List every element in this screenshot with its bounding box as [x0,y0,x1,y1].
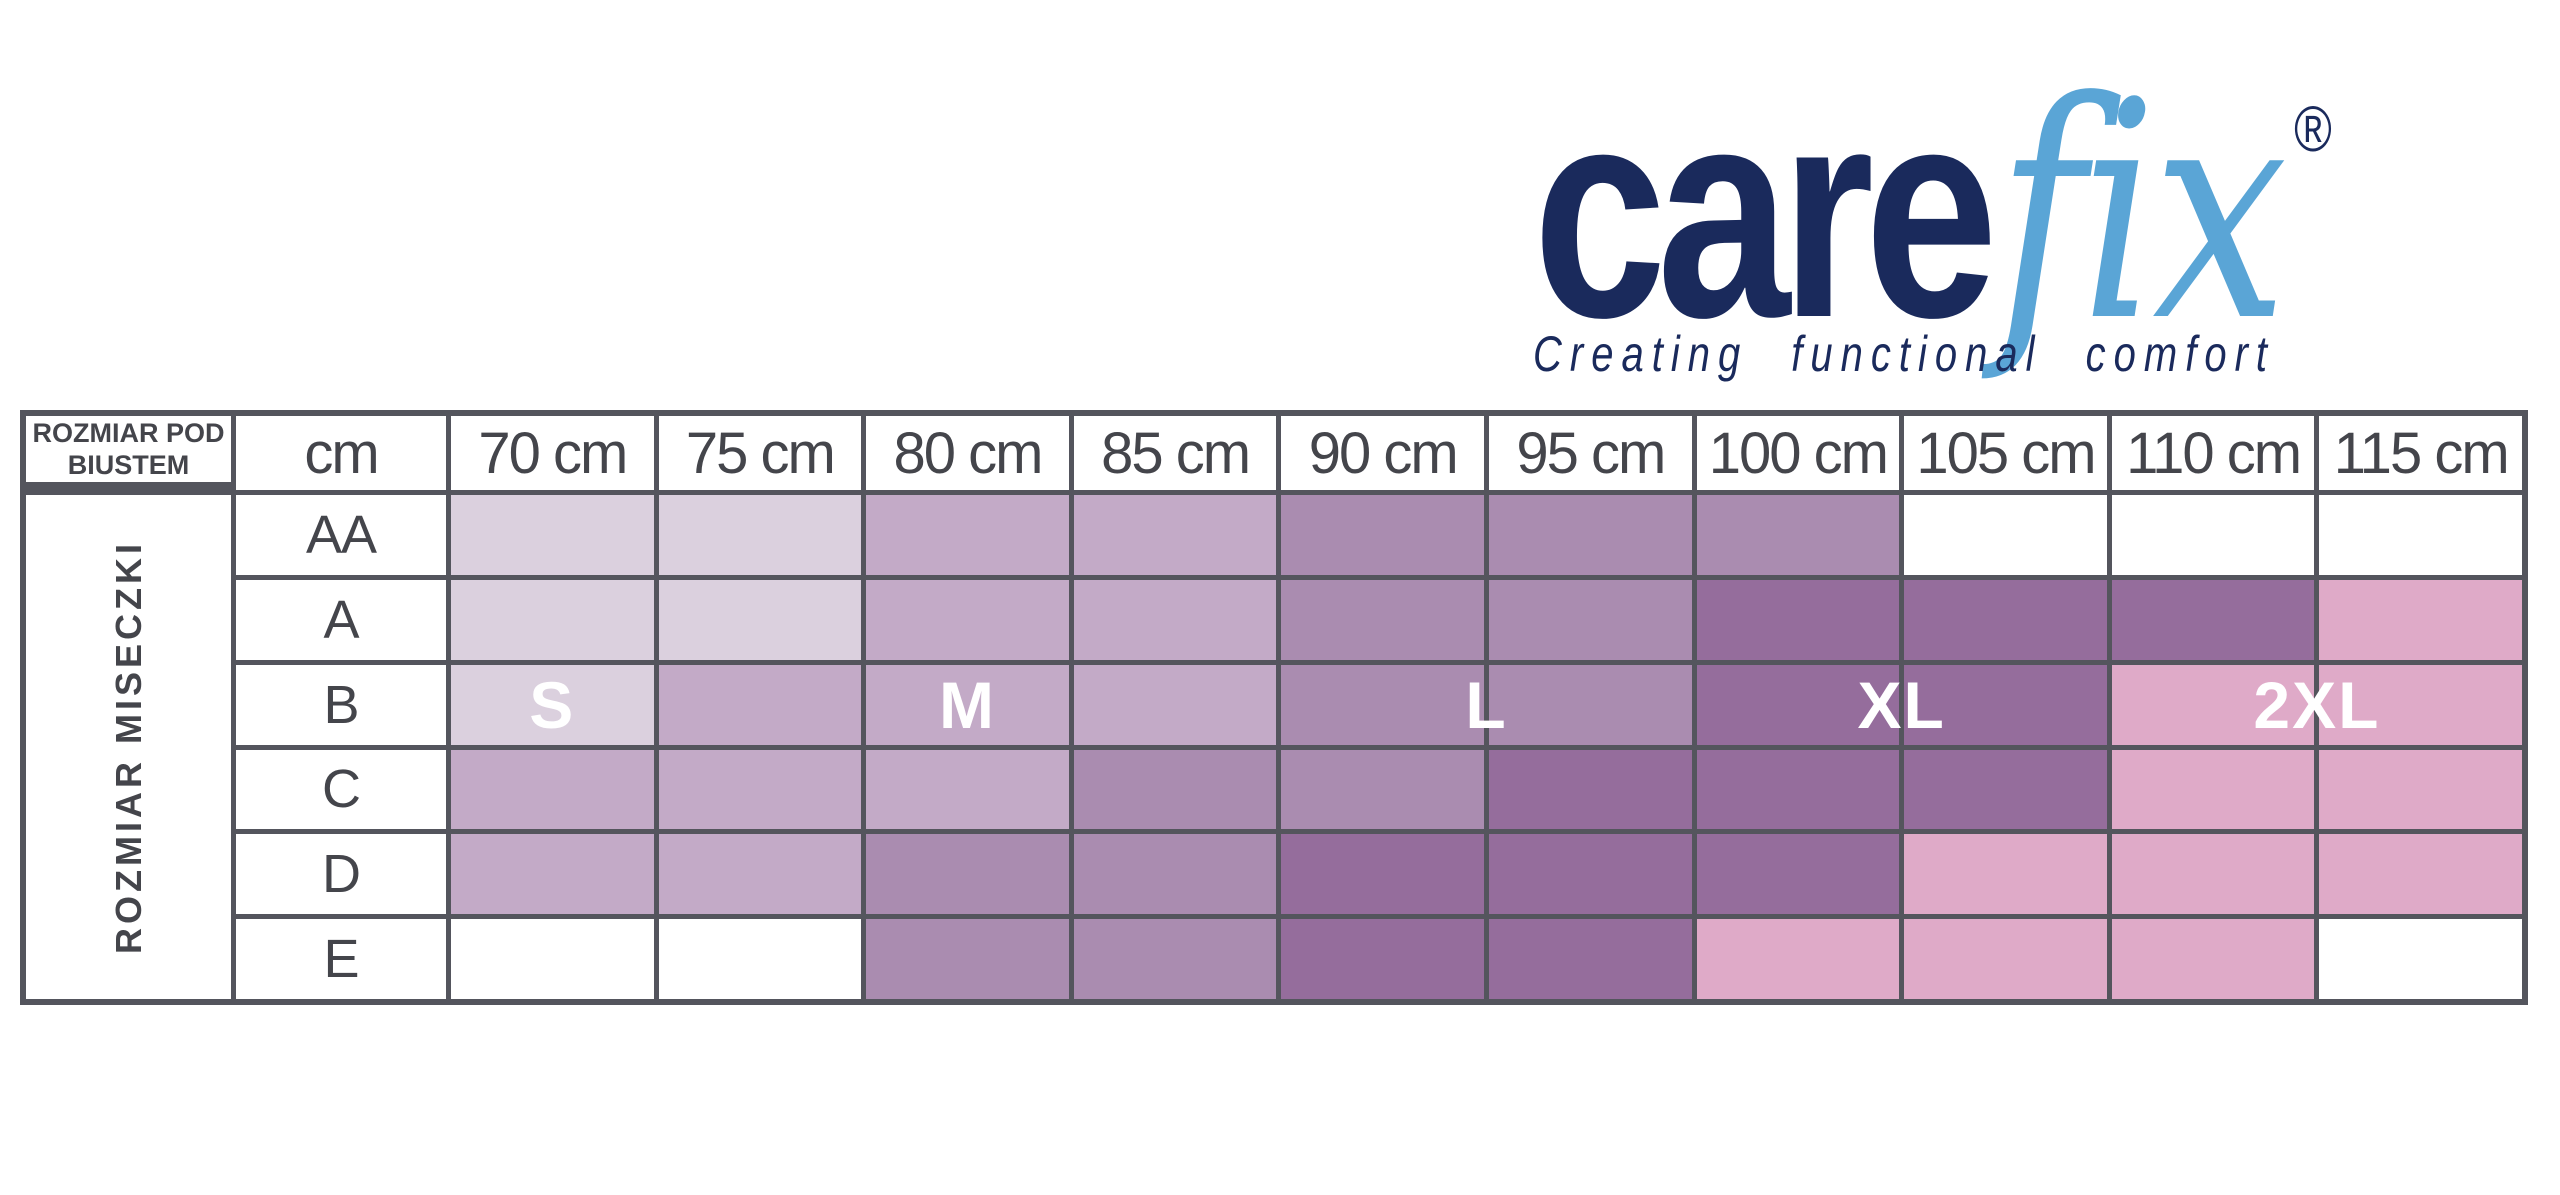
size-cell-B-70-cm [451,664,654,745]
size-cell-C-100-cm [1696,749,1900,830]
brand-tagline: Creating functional comfort [1533,326,2276,382]
size-cell-E-70-cm [451,919,654,999]
size-cell-E-95-cm [1489,919,1692,999]
size-cell-B-80-cm [866,664,1069,745]
size-cell-AA-110-cm [2111,495,2315,575]
col-header-70-cm: 70 cm [451,416,654,490]
size-cell-AA-95-cm [1489,495,1692,575]
corner-header-line-2: BIUSTEM [67,450,190,480]
size-cell-D-110-cm [2111,834,2315,915]
row-axis-label-cell: ROZMIAR MISECZKI [26,495,231,999]
size-cell-B-95-cm [1489,664,1692,745]
size-cell-AA-105-cm [1904,495,2107,575]
size-cell-A-100-cm [1696,579,1900,660]
size-cell-E-90-cm [1281,919,1484,999]
corner-header-line-1: ROZMIAR POD [32,417,225,448]
size-cell-B-85-cm [1073,664,1277,745]
corner-header: ROZMIAR POD BIUSTEM [26,416,231,490]
unit-header: cm [236,416,446,490]
size-cell-AA-90-cm [1281,495,1484,575]
size-cell-B-75-cm [658,664,862,745]
col-header-95-cm: 95 cm [1489,416,1692,490]
size-cell-E-115-cm [2319,919,2522,999]
size-cell-AA-115-cm [2319,495,2522,575]
size-cell-A-75-cm [658,579,862,660]
size-cell-B-115-cm [2319,664,2522,745]
row-header-C: C [236,749,446,830]
size-cell-C-95-cm [1489,749,1692,830]
col-header-90-cm: 90 cm [1281,416,1484,490]
size-cell-AA-70-cm [451,495,654,575]
size-cell-B-90-cm [1281,664,1484,745]
size-cell-C-80-cm [866,749,1069,830]
logo-care-text: care [1533,44,1998,380]
brand-logo-wordmark: carefix ® [1533,62,2332,363]
size-cell-D-80-cm [866,834,1069,915]
size-cell-B-110-cm [2111,664,2315,745]
row-axis-label: ROZMIAR MISECZKI [107,540,149,954]
size-cell-C-70-cm [451,749,654,830]
col-header-115-cm: 115 cm [2319,416,2522,490]
size-cell-D-100-cm [1696,834,1900,915]
row-header-A: A [236,579,446,660]
size-cell-A-105-cm [1904,579,2107,660]
size-cell-D-85-cm [1073,834,1277,915]
brand-logo: carefix ® Creating functional comfort [1533,62,2332,384]
size-cell-E-100-cm [1696,919,1900,999]
size-cell-C-90-cm [1281,749,1484,830]
col-header-100-cm: 100 cm [1696,416,1900,490]
size-cell-B-105-cm [1904,664,2107,745]
size-cell-C-85-cm [1073,749,1277,830]
logo-fix-text: fix [1996,38,2287,387]
size-cell-C-115-cm [2319,749,2522,830]
size-cell-D-95-cm [1489,834,1692,915]
size-cell-A-70-cm [451,579,654,660]
size-cell-A-110-cm [2111,579,2315,660]
size-cell-D-75-cm [658,834,862,915]
size-cell-C-75-cm [658,749,862,830]
size-cell-A-85-cm [1073,579,1277,660]
size-cell-A-90-cm [1281,579,1484,660]
registered-trademark-symbol: ® [2294,93,2332,165]
col-header-75-cm: 75 cm [658,416,862,490]
size-cell-D-115-cm [2319,834,2522,915]
col-header-85-cm: 85 cm [1073,416,1277,490]
row-header-AA: AA [236,495,446,575]
size-cell-E-110-cm [2111,919,2315,999]
size-cell-AA-100-cm [1696,495,1900,575]
size-cell-E-105-cm [1904,919,2107,999]
col-header-110-cm: 110 cm [2111,416,2315,490]
size-cell-A-95-cm [1489,579,1692,660]
size-cell-AA-75-cm [658,495,862,575]
size-cell-E-80-cm [866,919,1069,999]
row-header-E: E [236,919,446,999]
row-header-D: D [236,834,446,915]
size-cell-E-75-cm [658,919,862,999]
size-cell-A-80-cm [866,579,1069,660]
col-header-80-cm: 80 cm [866,416,1069,490]
size-cell-B-100-cm [1696,664,1900,745]
size-cell-D-105-cm [1904,834,2107,915]
size-cell-C-110-cm [2111,749,2315,830]
size-cell-AA-80-cm [866,495,1069,575]
size-cell-C-105-cm [1904,749,2107,830]
size-chart-table: ROZMIAR POD BIUSTEM cm 70 cm 75 cm 80 cm 85 cm… [20,410,2528,1005]
size-cell-D-90-cm [1281,834,1484,915]
size-cell-AA-85-cm [1073,495,1277,575]
size-cell-E-85-cm [1073,919,1277,999]
size-cell-D-70-cm [451,834,654,915]
size-cell-A-115-cm [2319,579,2522,660]
col-header-105-cm: 105 cm [1904,416,2107,490]
row-header-B: B [236,664,446,745]
